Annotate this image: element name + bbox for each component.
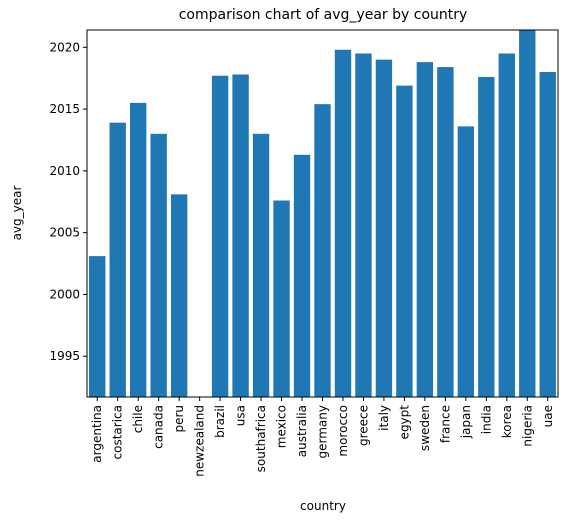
x-tick-label: canada bbox=[152, 405, 166, 449]
x-tick-label: korea bbox=[500, 405, 514, 438]
x-tick-label: japan bbox=[459, 405, 473, 439]
x-tick-label: nigeria bbox=[520, 405, 534, 447]
x-tick-label: sweden bbox=[418, 405, 432, 451]
bar-nigeria bbox=[519, 30, 536, 397]
x-tick-label: greece bbox=[356, 405, 370, 446]
x-tick-label: uae bbox=[541, 405, 555, 427]
bar-italy bbox=[375, 59, 393, 397]
chart-title: comparison chart of avg_year by country bbox=[179, 7, 468, 23]
x-tick-label: usa bbox=[234, 405, 248, 426]
bar-egypt bbox=[396, 85, 413, 398]
x-tick-label: brazil bbox=[213, 405, 227, 438]
x-tick-label: mexico bbox=[275, 405, 289, 448]
bar-mexico bbox=[273, 200, 290, 397]
y-tick-label: 2005 bbox=[49, 226, 80, 240]
y-tick-label: 2015 bbox=[49, 102, 80, 116]
bars-group bbox=[89, 30, 556, 398]
y-tick-label: 2020 bbox=[49, 40, 80, 54]
bar-greece bbox=[355, 53, 372, 397]
bar-peru bbox=[170, 194, 188, 397]
bar-france bbox=[437, 67, 454, 397]
bar-germany bbox=[314, 104, 331, 397]
x-tick-label: southafrica bbox=[254, 405, 268, 472]
x-tick-label: chile bbox=[131, 405, 145, 433]
y-ticks-group: 1995 2000 2005 2010 2015 2020 bbox=[49, 40, 87, 363]
x-tick-label: costarica bbox=[111, 405, 125, 459]
plot-frame bbox=[86, 29, 559, 398]
bar-japan bbox=[457, 126, 475, 397]
bar-costarica bbox=[109, 122, 126, 398]
x-axis-label: country bbox=[300, 499, 346, 513]
bar-morocco bbox=[334, 49, 352, 398]
bar-usa bbox=[232, 74, 249, 397]
x-tick-label: france bbox=[438, 405, 452, 443]
x-tick-label: egypt bbox=[397, 405, 411, 440]
x-tick-label: italy bbox=[377, 405, 391, 431]
x-tick-label: germany bbox=[316, 405, 330, 458]
y-tick-label: 2000 bbox=[49, 287, 80, 301]
bar-australia bbox=[293, 154, 311, 397]
bar-uae bbox=[539, 72, 556, 397]
y-tick-label: 2010 bbox=[49, 164, 80, 178]
bar-korea bbox=[498, 53, 515, 397]
x-tick-label: newzealand bbox=[193, 405, 207, 477]
bar-brazil bbox=[211, 75, 229, 397]
x-tick-label: argentina bbox=[90, 405, 104, 463]
x-tick-label: peru bbox=[172, 405, 186, 433]
bar-india bbox=[478, 76, 495, 398]
x-ticks-group: argentina costarica chile canada peru newzeal… bbox=[90, 397, 555, 477]
bar-southafrica bbox=[252, 133, 270, 398]
bar-argentina bbox=[89, 256, 106, 397]
y-tick-label: 1995 bbox=[49, 349, 80, 363]
x-tick-label: india bbox=[479, 405, 493, 434]
bar-canada bbox=[150, 133, 167, 398]
x-tick-label: australia bbox=[295, 405, 309, 457]
bar-sweden bbox=[416, 62, 434, 397]
y-axis-label: avg_year bbox=[10, 186, 24, 241]
x-tick-label: morocco bbox=[336, 405, 350, 457]
bar-chile bbox=[130, 102, 147, 397]
